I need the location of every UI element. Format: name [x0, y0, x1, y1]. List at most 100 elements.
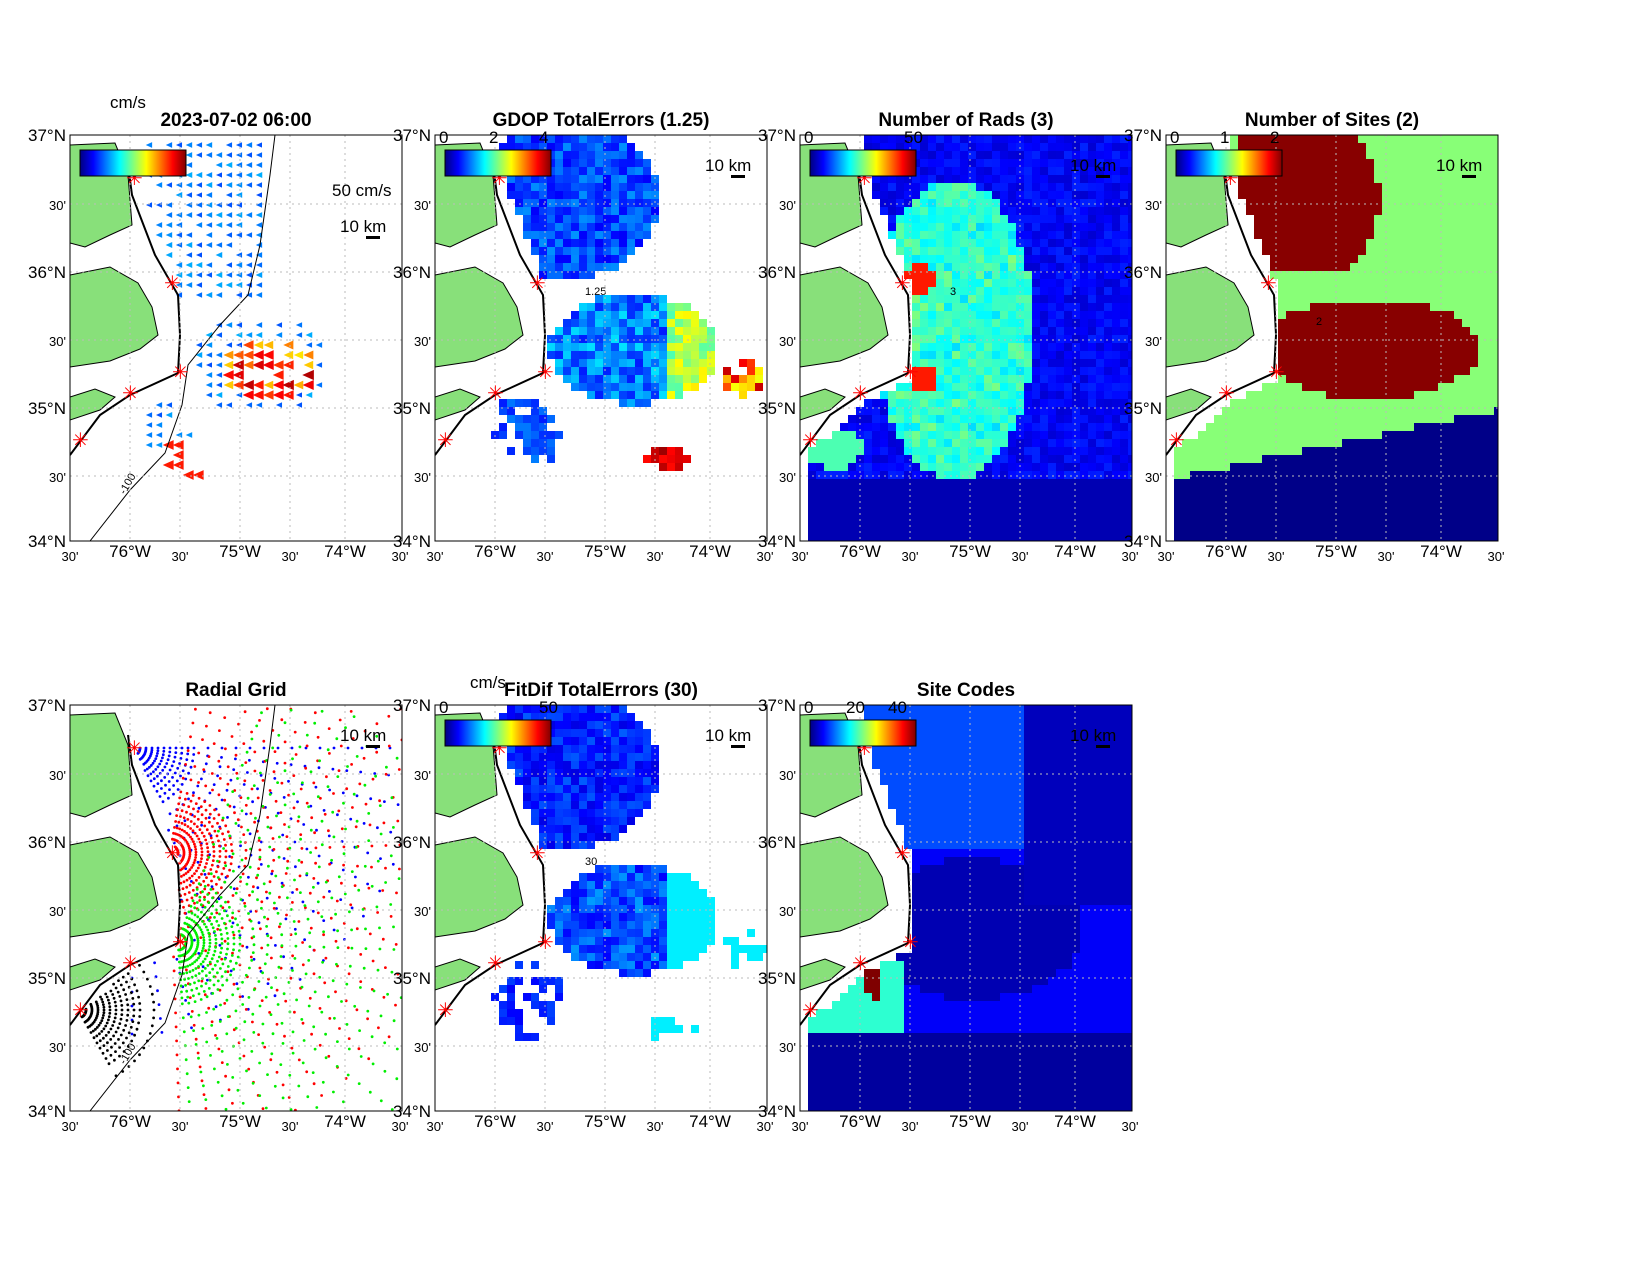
heatmap-cell [1454, 287, 1462, 295]
heatmap-cell [1032, 327, 1040, 335]
heatmap-cell [880, 407, 888, 415]
heatmap-cell [1302, 159, 1310, 167]
heatmap-cell [1174, 503, 1182, 511]
heatmap-cell [1120, 439, 1128, 447]
heatmap-cell [619, 183, 627, 191]
radial-grid-point [183, 823, 187, 827]
heatmap-cell [1422, 343, 1430, 351]
heatmap-cell [1064, 351, 1072, 359]
heatmap-cell [1096, 263, 1104, 271]
heatmap-cell [1358, 327, 1366, 335]
heatmap-cell [1454, 159, 1462, 167]
heatmap-cell [1310, 311, 1318, 319]
current-vector [283, 350, 294, 360]
heatmap-cell [1494, 183, 1498, 191]
heatmap-cell [691, 359, 699, 367]
heatmap-cell [523, 135, 531, 143]
heatmap-cell [1286, 319, 1294, 327]
heatmap-cell [643, 327, 651, 335]
heatmap-cell [603, 383, 611, 391]
radial-grid-point [152, 777, 156, 781]
heatmap-cell [1478, 143, 1486, 151]
heatmap-cell [1286, 183, 1294, 191]
heatmap-cell [840, 423, 848, 431]
heatmap-cell [555, 263, 563, 271]
heatmap-cell [968, 511, 976, 519]
heatmap-cell [896, 439, 904, 447]
heatmap-cell [1278, 135, 1286, 143]
heatmap-cell [1350, 495, 1358, 503]
heatmap-cell [1302, 511, 1310, 519]
heatmap-cell [1064, 279, 1072, 287]
heatmap-cell [1072, 167, 1080, 175]
heatmap-cell [1254, 439, 1262, 447]
heatmap-cell [1040, 399, 1048, 407]
radial-grid-point [213, 829, 217, 833]
heatmap-cell [1278, 199, 1286, 207]
heatmap-cell [1238, 495, 1246, 503]
heatmap-cell [1334, 175, 1342, 183]
heatmap-cell [1182, 487, 1190, 495]
heatmap-cell [1064, 151, 1072, 159]
heatmap-cell [1398, 343, 1406, 351]
heatmap-cell [1422, 471, 1430, 479]
heatmap-cell [1206, 431, 1214, 439]
heatmap-cell [643, 319, 651, 327]
heatmap-cell [1446, 151, 1454, 159]
heatmap-cell [1032, 319, 1040, 327]
heatmap-cell [707, 367, 715, 375]
heatmap-cell [1414, 367, 1422, 375]
heatmap-cell [1326, 143, 1334, 151]
heatmap-cell [1048, 527, 1056, 535]
heatmap-cell [571, 143, 579, 151]
heatmap-cell [1056, 207, 1064, 215]
heatmap-cell [571, 175, 579, 183]
heatmap-cell [579, 223, 587, 231]
heatmap-cell [1406, 287, 1414, 295]
heatmap-cell [1470, 359, 1478, 367]
heatmap-cell [611, 247, 619, 255]
radial-grid-point [176, 853, 180, 856]
radial-grid-point [172, 760, 176, 763]
heatmap-cell [1064, 527, 1072, 535]
heatmap-cell [1000, 327, 1008, 335]
heatmap-cell [1390, 399, 1398, 407]
heatmap-cell [944, 167, 952, 175]
heatmap-cell [1246, 519, 1254, 527]
heatmap-cell [1080, 311, 1088, 319]
heatmap-cell [1238, 431, 1246, 439]
heatmap-cell [1000, 135, 1008, 143]
heatmap-cell [1024, 535, 1032, 541]
radial-grid-point [210, 863, 214, 867]
heatmap-cell [571, 151, 579, 159]
radial-grid-point [184, 872, 188, 875]
heatmap-cell [1398, 159, 1406, 167]
heatmap-cell [1246, 471, 1254, 479]
heatmap-cell [848, 535, 856, 541]
heatmap-cell [1398, 135, 1406, 143]
heatmap-cell [912, 231, 920, 239]
heatmap-cell [619, 135, 627, 143]
radial-grid-point [190, 837, 194, 841]
current-vector [185, 162, 193, 168]
heatmap-cell [587, 335, 595, 343]
heatmap-cell [840, 527, 848, 535]
current-vector [175, 282, 183, 288]
heatmap-cell [1390, 479, 1398, 487]
heatmap-cell [1414, 375, 1422, 383]
heatmap-cell [1398, 367, 1406, 375]
heatmap-cell [1462, 367, 1470, 375]
heatmap-cell [952, 487, 960, 495]
heatmap-cell [515, 207, 523, 215]
current-vector [245, 332, 253, 338]
heatmap-cell [1080, 519, 1088, 527]
heatmap-cell [968, 375, 976, 383]
heatmap-cell [992, 207, 1000, 215]
heatmap-cell [1318, 511, 1326, 519]
heatmap-cell [651, 303, 659, 311]
heatmap-cell [992, 455, 1000, 463]
lat-tick-label: 30' [49, 198, 66, 213]
heatmap-cell [1190, 535, 1198, 541]
scale-bar [366, 236, 380, 239]
heatmap-cell [920, 295, 928, 303]
